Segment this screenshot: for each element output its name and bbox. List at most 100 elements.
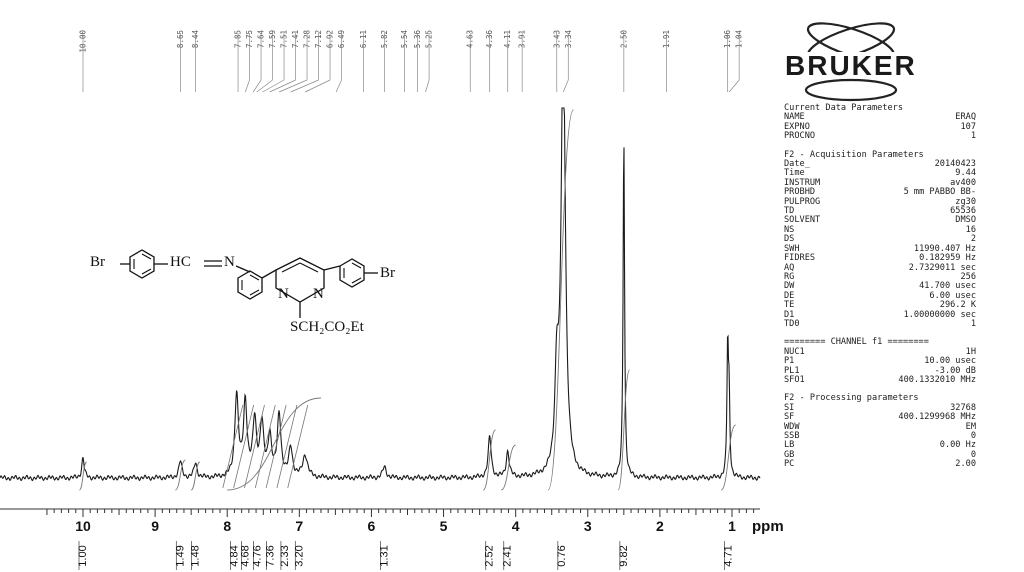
param-key: WDW xyxy=(784,421,800,432)
param-row: NUC1 1H xyxy=(784,346,976,357)
peak-leader-line xyxy=(728,79,740,93)
integral-curve xyxy=(174,459,186,491)
param-value: 1H xyxy=(965,346,976,357)
param-row: DS 2 xyxy=(784,234,976,245)
x-tick-label: 1 xyxy=(728,518,736,534)
x-tick-label: 3 xyxy=(584,518,592,534)
param-key: SFO1 xyxy=(784,374,805,385)
integral-value: 4.71 xyxy=(722,545,734,566)
param-key: NAME xyxy=(784,112,805,123)
integral-value: 1.31 xyxy=(378,545,390,566)
current-data-section: Current Data Parameters NAME ERAQ EXPNO 107… xyxy=(784,103,976,142)
param-value: 9.44 xyxy=(955,168,976,179)
mol-ring-n-left: N xyxy=(278,286,289,302)
param-row: Date_ 20140423 xyxy=(784,159,976,170)
param-row: WDW EM xyxy=(784,421,976,432)
peak-leader-line xyxy=(562,79,569,93)
param-key: AQ xyxy=(784,262,795,273)
param-key: EXPNO xyxy=(784,121,810,132)
mol-ring-n-right: N xyxy=(313,286,324,302)
peak-leader-line xyxy=(290,79,319,93)
param-row: PROBHD 5 mm PABBO BB- xyxy=(784,187,976,198)
param-value: 0.182959 Hz xyxy=(919,253,976,264)
param-value: 2.00 xyxy=(955,459,976,470)
molecule-structure: Br HC N N N Br SCH₂CO₂Et xyxy=(90,222,450,342)
param-key: LB xyxy=(784,440,795,451)
param-key: NS xyxy=(784,224,795,235)
param-row: SF 400.1299968 MHz xyxy=(784,412,976,423)
param-value: 65536 xyxy=(950,206,976,217)
param-value: av400 xyxy=(950,177,976,188)
processing-section: F2 - Processing parameters SI 32768 SF 400.… xyxy=(784,393,976,470)
param-row: DE 6.00 usec xyxy=(784,290,976,301)
bruker-logo-graphic: BRUKER xyxy=(783,22,973,102)
param-key: INSTRUM xyxy=(784,177,821,188)
param-value: -3.00 dB xyxy=(934,365,976,376)
integral-label-group: 1.00 1.49 1.48 4.84 4.68 4.76 7.36 2.33 3.20 1.31… xyxy=(77,541,734,570)
param-row: LB 0.00 Hz xyxy=(784,440,976,451)
param-key: DW xyxy=(784,281,795,292)
integral-value: 1.48 xyxy=(189,545,201,566)
param-key: TE xyxy=(784,300,795,311)
integral-value: 2.33 xyxy=(279,545,291,566)
param-key: RG xyxy=(784,271,795,282)
x-tick-label: 2 xyxy=(656,518,664,534)
peak-leader-line xyxy=(279,79,308,93)
param-row: SWH 11990.407 Hz xyxy=(784,243,976,254)
x-tick-label: 10 xyxy=(75,518,91,534)
peak-leader-line xyxy=(425,79,430,93)
peak-label-group: 10.00 8.65 8.44 7.85 7.75 7.64 7.59 7.51 7.41 7.2… xyxy=(79,30,744,93)
param-key: PULPROG xyxy=(784,196,821,207)
channel-section: ======== CHANNEL f1 ======== NUC1 1H P1 10.… xyxy=(784,337,976,385)
param-key: D1 xyxy=(784,309,795,320)
param-key: GB xyxy=(784,449,795,460)
peak-leader-line xyxy=(262,79,285,93)
param-value: 400.1299968 MHz xyxy=(898,412,976,423)
param-value: 0.00 Hz xyxy=(939,440,976,451)
mol-imine-hc: HC xyxy=(170,254,191,270)
param-key: DE xyxy=(784,290,795,301)
param-key: PROBHD xyxy=(784,187,816,198)
param-value: 400.1332010 MHz xyxy=(898,374,976,385)
peak-leader-line xyxy=(256,79,273,93)
param-key: DS xyxy=(784,234,795,245)
integral-value: 2.52 xyxy=(484,545,496,566)
param-key: PL1 xyxy=(784,365,800,376)
param-value: zg30 xyxy=(955,196,976,207)
param-key: Date_ xyxy=(784,159,810,170)
x-tick-label: 6 xyxy=(368,518,376,534)
svg-text:BRUKER: BRUKER xyxy=(785,50,917,81)
param-value: 296.2 K xyxy=(939,300,976,311)
spectrum-group xyxy=(0,107,761,482)
integral-value: 4.76 xyxy=(252,545,264,566)
param-value: 11990.407 Hz xyxy=(913,243,976,254)
param-row: PC 2.00 xyxy=(784,459,976,470)
param-row: PROCNO 1 xyxy=(784,131,976,142)
channel-title: ======== CHANNEL f1 ======== xyxy=(784,337,929,348)
acquisition-parameters-panel: Current Data Parameters NAME ERAQ EXPNO 107… xyxy=(784,103,976,479)
param-row: DW 41.700 usec xyxy=(784,281,976,292)
param-value: 0 xyxy=(970,431,976,441)
param-row: TE 296.2 K xyxy=(784,300,976,311)
integral-curve xyxy=(547,109,574,491)
param-value: 0 xyxy=(970,449,976,460)
integral-curve xyxy=(720,424,737,491)
current-data-title: Current Data Parameters xyxy=(784,103,903,113)
x-axis: 10 9 8 7 6 5 4 3 2 1 ppm xyxy=(0,508,784,535)
param-value: 6.00 usec xyxy=(929,290,976,301)
param-value: 1.00000000 sec xyxy=(903,309,976,320)
param-row: FIDRES 0.182959 Hz xyxy=(784,253,976,264)
param-value: 2.7329011 sec xyxy=(908,262,976,273)
processing-rows: SI 32768 SF 400.1299968 MHz WDW EM SSB 0 LB 0.00 … xyxy=(784,403,976,470)
param-value: ERAQ xyxy=(955,112,976,123)
spectrum-line xyxy=(0,107,761,482)
integral-curve-group xyxy=(78,109,737,491)
mol-br-right: Br xyxy=(380,265,395,281)
param-row: PULPROG zg30 xyxy=(784,196,976,207)
param-row: SFO1 400.1332010 MHz xyxy=(784,374,976,385)
peak-leader-line xyxy=(269,79,296,93)
param-key: PROCNO xyxy=(784,131,816,142)
param-row: SOLVENT DMSO xyxy=(784,216,976,226)
param-value: 5 mm PABBO BB- xyxy=(903,187,976,198)
